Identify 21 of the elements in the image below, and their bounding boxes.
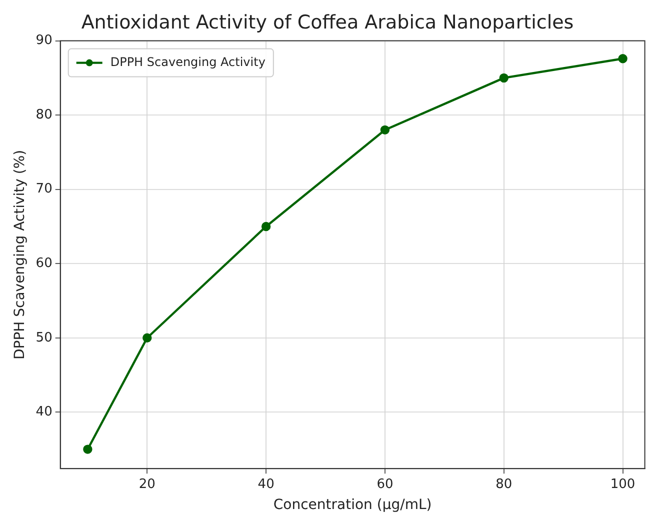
point: [380, 125, 390, 135]
y-tick-label: 90: [36, 33, 52, 48]
x-tick-label: 100: [610, 476, 636, 492]
point: [142, 333, 152, 342]
point: [499, 73, 508, 83]
legend-label: DPPH Scavenging Activity: [110, 54, 266, 69]
x-axis-title: Concentration (μg/mL): [273, 497, 432, 514]
point: [261, 222, 271, 232]
point: [83, 444, 92, 454]
y-tick-label: 50: [36, 330, 52, 346]
y-tick-label: 40: [36, 404, 52, 420]
x-tick-label: 40: [258, 476, 274, 492]
y-tick-label: 60: [36, 256, 52, 271]
y-tick-label: 70: [36, 182, 52, 197]
y-axis-title: DPPH Scavenging Activity (%): [12, 150, 28, 360]
x-tick-label: 20: [138, 476, 156, 492]
x-tick-label: 60: [376, 476, 394, 492]
y-tick-label: 80: [36, 107, 52, 122]
x-tick-label: 80: [496, 476, 512, 492]
chart-title: Antioxidant Activity of Coffea Arabica Nanoparticles: [81, 11, 574, 34]
point: [618, 54, 628, 64]
